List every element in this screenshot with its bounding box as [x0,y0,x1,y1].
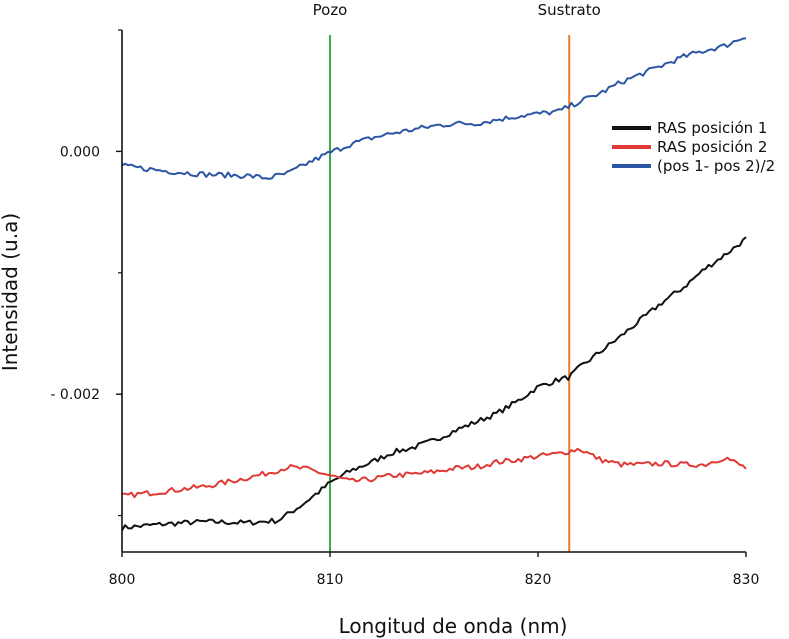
legend-label-1: RAS posición 1 [657,119,767,137]
ticks: 800 810 820 830 0.000 - 0.002 [50,29,760,588]
x-tick-label-4: 830 [733,572,760,588]
vertical-markers: Pozo Sustrato [313,1,601,552]
series-line-2 [121,447,747,499]
series-lines [121,37,747,531]
legend-label-2: RAS posición 2 [657,138,767,156]
marker-label-1: Pozo [313,1,348,19]
marker-label-2: Sustrato [538,1,601,19]
x-tick-label-1: 800 [109,572,136,588]
x-axis-title: Longitud de onda (nm) [339,614,568,638]
x-tick-label-3: 820 [525,572,552,588]
y-tick-label-2: - 0.002 [50,387,100,403]
x-tick-label-2: 810 [317,572,344,588]
series-line-3 [121,37,747,180]
y-tick-label-1: 0.000 [60,144,100,160]
y-axis-title: Intensidad (u.a) [0,213,22,371]
legend-label-3: (pos 1- pos 2)/2 [657,157,775,175]
series-line-1 [121,236,747,531]
axes [121,30,746,553]
